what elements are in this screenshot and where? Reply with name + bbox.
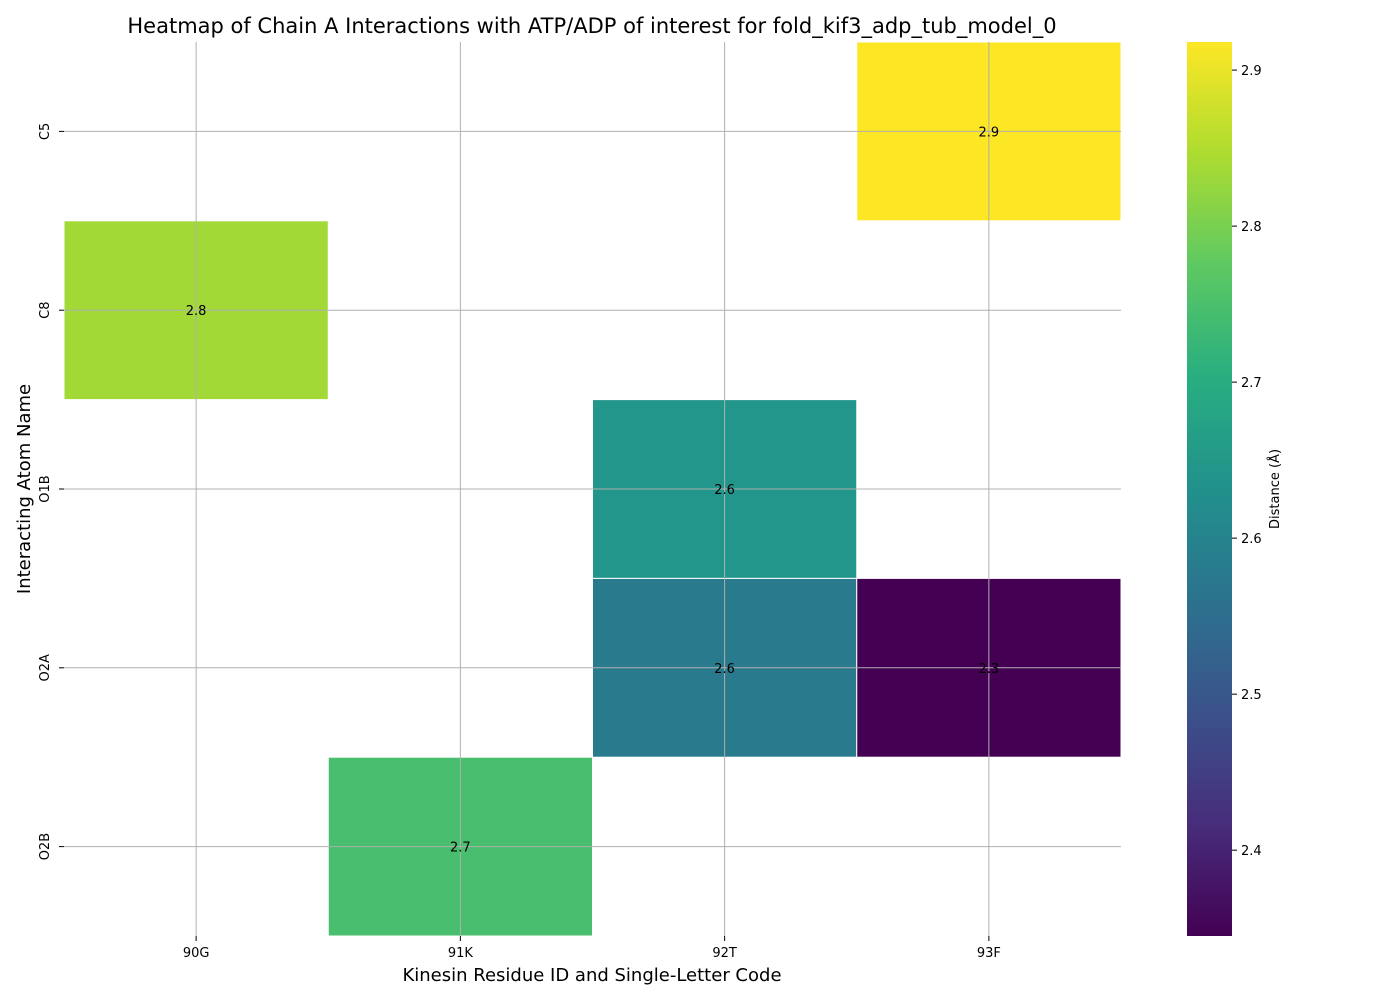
cell-label-91K-O2B: 2.7 [450, 841, 471, 856]
y-tick-label-C5: C5 [38, 123, 53, 140]
gridlines [64, 42, 1121, 936]
y-tick-label-O1B: O1B [38, 475, 53, 502]
cell-labels: 2.9 2.8 2.6 2.6 2.3 2.7 [186, 125, 999, 855]
colorbar [1187, 42, 1232, 936]
x-tick-label-91K: 91K [448, 946, 474, 961]
x-tick-label-90G: 90G [183, 946, 210, 961]
cell-label-90G-C8: 2.8 [186, 304, 207, 319]
cell-label-92T-O1B: 2.6 [714, 483, 735, 498]
colorbar-tick-label-1: 2.5 [1241, 688, 1262, 703]
y-tick-label-O2B: O2B [38, 833, 53, 860]
x-tick-label-92T: 92T [712, 946, 737, 961]
cell-label-93F-O2A: 2.3 [979, 662, 1000, 677]
y-tick-label-C8: C8 [38, 302, 53, 319]
colorbar-label: Distance (Å) [1267, 449, 1283, 529]
colorbar-tick-label-4: 2.8 [1241, 220, 1262, 235]
x-axis-label: Kinesin Residue ID and Single-Letter Cod… [402, 965, 781, 986]
colorbar-tick-label-3: 2.7 [1241, 376, 1262, 391]
chart-title: Heatmap of Chain A Interactions with ATP… [127, 14, 1056, 39]
y-axis: C5 C8 O1B O2A O2B [38, 123, 64, 860]
y-tick-label-O2A: O2A [38, 654, 53, 682]
colorbar-tick-label-2: 2.6 [1241, 532, 1262, 547]
colorbar-axis: 2.4 2.5 2.6 2.7 2.8 2.9 [1232, 64, 1262, 859]
cell-label-92T-O2A: 2.6 [714, 662, 735, 677]
colorbar-tick-label-0: 2.4 [1241, 844, 1262, 859]
x-axis: 90G 91K 92T 93F [183, 936, 1001, 961]
cell-label-93F-C5: 2.9 [979, 125, 1000, 140]
x-tick-label-93F: 93F [977, 946, 1001, 961]
colorbar-tick-label-5: 2.9 [1241, 64, 1262, 79]
y-axis-label: Interacting Atom Name [14, 384, 35, 594]
